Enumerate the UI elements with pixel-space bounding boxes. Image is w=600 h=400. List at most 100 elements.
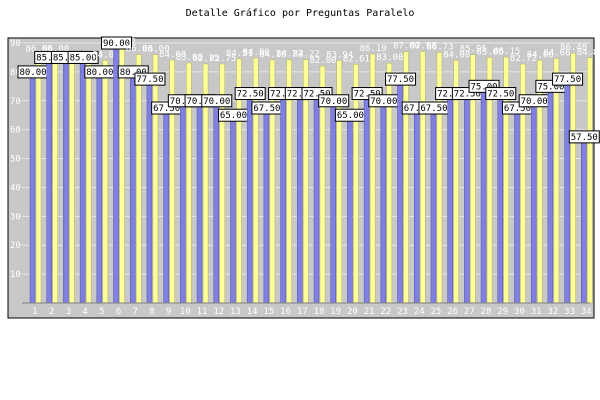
data-label-box bbox=[385, 72, 417, 86]
data-label-series-1: 72.50 bbox=[487, 90, 514, 100]
y-tick-label: 80 bbox=[10, 68, 21, 78]
x-tick-label: 24 bbox=[414, 307, 425, 317]
bar-series-2 bbox=[587, 57, 593, 304]
x-tick-label: 10 bbox=[180, 307, 191, 317]
data-label-series-2: 84.80 bbox=[243, 48, 270, 58]
bar-series-1 bbox=[79, 57, 86, 304]
bar-series-1 bbox=[196, 100, 203, 304]
data-label-series-1: 72.50 bbox=[303, 90, 330, 100]
bar-series-1 bbox=[96, 71, 103, 304]
data-label-series-1: 70.00 bbox=[187, 97, 214, 107]
x-tick-label: 23 bbox=[397, 307, 408, 317]
data-label-series-2: 84.51 bbox=[226, 49, 253, 59]
data-label-series-1: 57.50 bbox=[571, 133, 598, 143]
data-label-series-1: 77.50 bbox=[387, 75, 414, 85]
data-label-series-2: 82.75 bbox=[193, 54, 220, 64]
data-label-box bbox=[318, 94, 350, 108]
data-label-series-2: 86.48 bbox=[560, 43, 587, 53]
bar-series-1 bbox=[464, 93, 470, 304]
data-label-box bbox=[234, 87, 266, 101]
data-label-box bbox=[552, 72, 584, 86]
bar-series-1 bbox=[230, 114, 236, 304]
bar-series-2 bbox=[403, 51, 409, 304]
bar-series-1 bbox=[363, 93, 370, 304]
y-tick-label: 40 bbox=[10, 183, 21, 193]
x-tick-label: 30 bbox=[514, 307, 525, 317]
x-tick-label: 6 bbox=[116, 307, 121, 317]
bar-series-1 bbox=[547, 86, 554, 304]
x-tick-label: 1 bbox=[32, 307, 37, 317]
bar-series-1 bbox=[480, 86, 487, 304]
data-label-box bbox=[101, 36, 133, 50]
x-tick-label: 3 bbox=[66, 307, 71, 317]
data-label-series-1: 67.50 bbox=[404, 104, 431, 114]
bar-series-2 bbox=[119, 47, 125, 304]
bar-series-1 bbox=[380, 100, 387, 304]
data-label-series-2: 85.15 bbox=[493, 47, 520, 57]
data-label-box bbox=[201, 94, 233, 108]
x-tick-label: 19 bbox=[330, 307, 341, 317]
data-label-series-2: 83.94 bbox=[326, 51, 353, 61]
data-label-series-2: 84.00 bbox=[527, 50, 554, 60]
data-label-series-1: 67.50 bbox=[420, 104, 447, 114]
data-label-series-1: 70.00 bbox=[170, 97, 197, 107]
bar-series-2 bbox=[570, 52, 576, 304]
data-label-box bbox=[67, 50, 99, 64]
data-label-series-2: 84.66 bbox=[543, 48, 570, 58]
bar-series-2 bbox=[419, 51, 426, 304]
bar-series-2 bbox=[52, 54, 58, 304]
data-label-series-2: 86.73 bbox=[426, 42, 453, 52]
x-tick-label: 34 bbox=[581, 307, 592, 317]
bar-series-1 bbox=[213, 100, 220, 304]
data-label-series-1: 75.00 bbox=[537, 82, 564, 92]
x-tick-label: 7 bbox=[133, 307, 138, 317]
bar-series-1 bbox=[413, 107, 420, 304]
bar-series-1 bbox=[29, 71, 36, 304]
data-label-series-2: 82.61 bbox=[343, 54, 370, 64]
bar-series-1 bbox=[46, 57, 52, 304]
data-label-series-1: 70.00 bbox=[370, 97, 397, 107]
data-label-box bbox=[134, 72, 166, 86]
bar-series-2 bbox=[135, 54, 142, 304]
bar-series-1 bbox=[581, 136, 587, 304]
bar-series-1 bbox=[447, 93, 453, 304]
data-label-series-2: 84.22 bbox=[276, 50, 303, 60]
bar-series-2 bbox=[69, 60, 75, 304]
data-label-series-2: 87.00 bbox=[393, 42, 420, 52]
x-tick-label: 17 bbox=[297, 307, 308, 317]
y-tick-label: 70 bbox=[10, 97, 21, 107]
x-tick-label: 15 bbox=[263, 307, 274, 317]
x-tick-label: 13 bbox=[230, 307, 241, 317]
bar-series-1 bbox=[313, 93, 320, 304]
data-label-series-1: 80.00 bbox=[19, 68, 46, 78]
x-tick-label: 11 bbox=[197, 307, 208, 317]
data-label-series-2: 87.08 bbox=[410, 41, 437, 51]
bar-series-1 bbox=[246, 93, 253, 304]
bar-series-1 bbox=[347, 114, 353, 304]
data-label-series-1: 77.50 bbox=[554, 75, 581, 85]
data-label-series-1: 65.00 bbox=[337, 111, 364, 121]
data-label-series-1: 72.50 bbox=[354, 90, 381, 100]
data-label-series-1: 72.50 bbox=[287, 90, 314, 100]
bar-series-1 bbox=[497, 93, 504, 304]
bar-series-1 bbox=[180, 100, 186, 304]
data-label-series-1: 72.50 bbox=[270, 90, 297, 100]
bar-series-1 bbox=[113, 42, 119, 304]
y-tick-label: 20 bbox=[10, 241, 21, 251]
data-label-series-1: 70.00 bbox=[521, 97, 548, 107]
data-label-series-1: 72.50 bbox=[237, 90, 264, 100]
data-label-series-1: 70.00 bbox=[320, 97, 347, 107]
bar-series-1 bbox=[63, 57, 69, 304]
data-label-series-2: 84.88 bbox=[577, 48, 600, 58]
x-tick-label: 33 bbox=[564, 307, 575, 317]
data-label-series-2: 84.22 bbox=[293, 50, 320, 60]
data-label-series-2: 86.00 bbox=[126, 45, 153, 55]
bar-series-2 bbox=[152, 54, 159, 304]
x-tick-label: 5 bbox=[99, 307, 104, 317]
data-label-series-2: 86.00 bbox=[25, 45, 52, 55]
y-tick-label: 90 bbox=[10, 39, 21, 49]
bar-series-1 bbox=[297, 93, 303, 304]
x-tick-label: 26 bbox=[447, 307, 458, 317]
y-tick-label: 60 bbox=[10, 126, 21, 136]
data-label-series-2: 82.75 bbox=[209, 54, 236, 64]
